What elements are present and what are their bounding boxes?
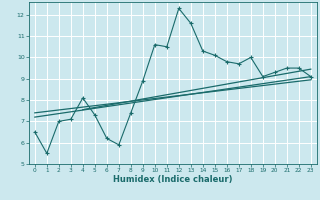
X-axis label: Humidex (Indice chaleur): Humidex (Indice chaleur) — [113, 175, 233, 184]
